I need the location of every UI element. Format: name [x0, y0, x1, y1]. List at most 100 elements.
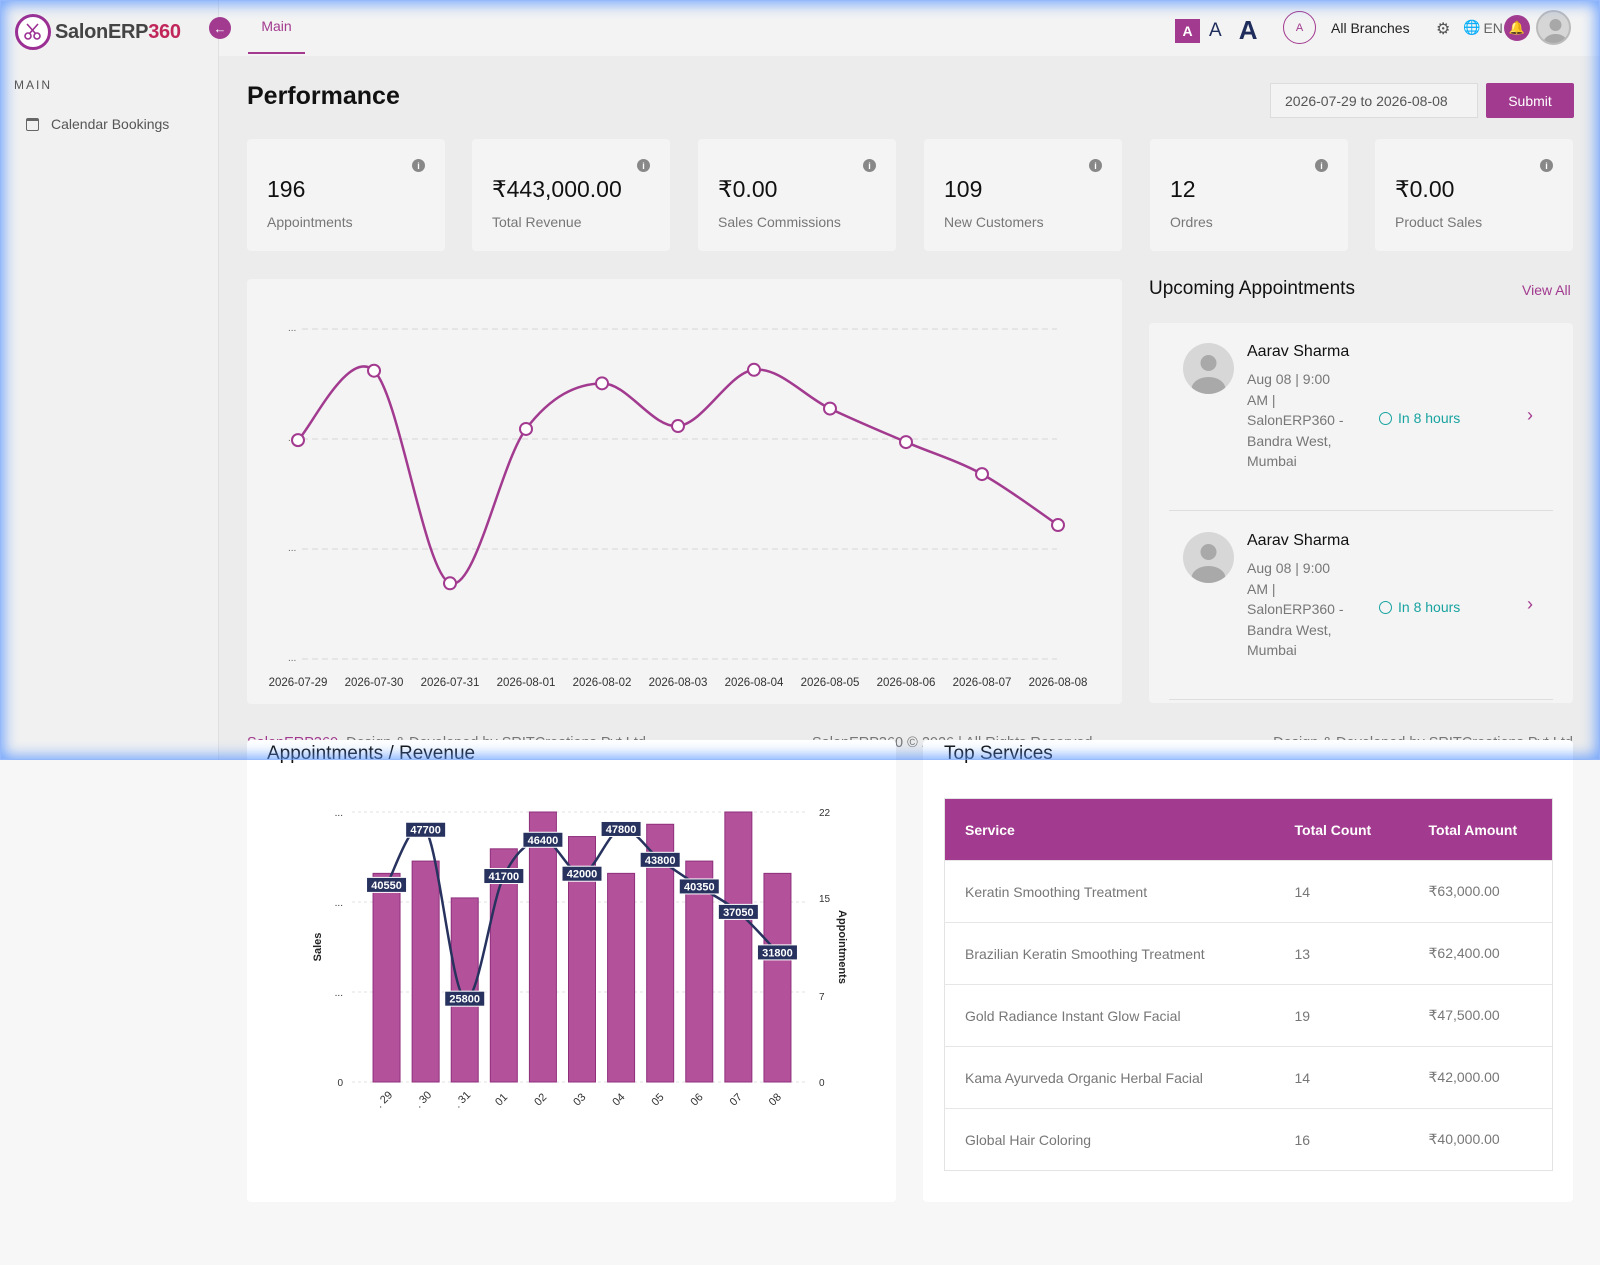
gear-icon[interactable]: ⚙ — [1436, 21, 1451, 38]
info-icon[interactable]: i — [863, 159, 876, 172]
x-tick-label: 06 — [689, 1091, 706, 1108]
column-header-total-count: Total Count — [1274, 798, 1409, 861]
y-tick-label: ... — [288, 543, 296, 554]
data-label-box — [678, 878, 720, 895]
font-size-large-button[interactable]: A — [1238, 15, 1258, 45]
x-tick-label: 2026-07-29 — [269, 677, 328, 689]
appointments-revenue-card: Appointments / Revenue 0......... 0 7 15 22 S… — [247, 740, 896, 1202]
stat-label: Sales Commissions — [718, 214, 841, 230]
data-label-box — [600, 820, 642, 837]
stat-card-appointments: i 196 Appointments — [247, 139, 445, 251]
branch-avatar[interactable]: A — [1283, 11, 1316, 44]
bar — [528, 811, 557, 1083]
x-tick-label: 08 — [767, 1091, 784, 1108]
data-label: 37050 — [723, 907, 754, 919]
appointment-eta: In 8 hours — [1379, 410, 1460, 426]
divider — [1169, 510, 1553, 511]
user-avatar[interactable] — [1536, 10, 1571, 45]
scissors-logo-icon — [15, 14, 51, 50]
stat-label: Total Revenue — [492, 214, 582, 230]
service-name: Brazilian Keratin Smoothing Treatment — [944, 922, 1275, 985]
data-label: 40550 — [371, 880, 402, 892]
y-tick-label: ... — [335, 808, 343, 819]
appointment-item[interactable]: Aarav Sharma Aug 08 | 9:00 AM | SalonERP… — [1169, 512, 1553, 700]
data-point — [671, 419, 685, 434]
y2-tick-label: 15 — [819, 894, 831, 905]
sidebar-section-title: MAIN — [14, 78, 52, 92]
y2-tick-label: 22 — [819, 808, 831, 819]
appointment-eta: In 8 hours — [1379, 599, 1460, 615]
upcoming-appointments-list: Aarav Sharma Aug 08 | 9:00 AM | SalonERP… — [1149, 323, 1573, 703]
stat-value: ₹0.00 — [1395, 176, 1455, 202]
tab-main[interactable]: Main — [248, 0, 305, 54]
divider — [1169, 699, 1553, 700]
page-title: Performance — [247, 82, 400, 110]
appointment-client-name: Aarav Sharma — [1247, 343, 1350, 360]
calendar-icon — [26, 117, 39, 131]
table-header-row: Service Total Count Total Amount — [944, 798, 1553, 861]
series-line — [297, 365, 1059, 585]
language-selector[interactable]: 🌐 EN — [1463, 19, 1503, 36]
data-label: 31800 — [762, 947, 793, 959]
submit-button[interactable]: Submit — [1486, 83, 1574, 118]
column-header-service: Service — [944, 798, 1275, 861]
data-point — [443, 576, 457, 591]
x-tick-label: 2026-08-02 — [573, 677, 632, 689]
date-range-input[interactable]: 2026-07-29 to 2026-08-08 — [1270, 83, 1478, 118]
data-point — [291, 433, 305, 448]
y-tick-label: ... — [288, 653, 296, 664]
data-label: 25800 — [449, 994, 480, 1006]
data-point — [899, 435, 913, 450]
x-tick-label: 2026-08-03 — [649, 677, 708, 689]
service-name: Gold Radiance Instant Glow Facial — [944, 984, 1275, 1047]
stat-value: ₹443,000.00 — [492, 176, 622, 202]
stat-value: 12 — [1170, 176, 1196, 202]
logo[interactable]: SalonERP360 — [15, 14, 181, 50]
font-size-small-button[interactable]: A — [1175, 18, 1200, 43]
appointment-details: Aug 08 | 9:00 AM | SalonERP360 - Bandra … — [1247, 560, 1344, 658]
data-label: 47800 — [606, 824, 637, 836]
info-icon[interactable]: i — [412, 159, 425, 172]
x-tick-label: 02 — [532, 1091, 549, 1108]
info-icon[interactable]: i — [637, 159, 650, 172]
chevron-right-icon[interactable]: › — [1527, 594, 1533, 614]
font-size-medium-button[interactable]: A — [1209, 19, 1222, 41]
sidebar-item-calendar-bookings[interactable]: Calendar Bookings — [26, 116, 169, 132]
appointment-item[interactable]: Aarav Sharma Aug 08 | 9:00 AM | SalonERP… — [1169, 323, 1553, 511]
data-point — [975, 467, 989, 482]
x-tick-label: 04 — [610, 1091, 627, 1108]
info-icon[interactable]: i — [1089, 159, 1102, 172]
appointment-client-name: Aarav Sharma — [1247, 532, 1350, 549]
appointment-eta-label: In 8 hours — [1398, 599, 1461, 615]
data-label: 40350 — [684, 881, 715, 893]
info-icon[interactable]: i — [1315, 159, 1328, 172]
service-amount: ₹40,000.00 — [1408, 1108, 1553, 1171]
avatar — [1183, 343, 1234, 394]
x-tick-label: 2026-08-04 — [725, 677, 784, 689]
data-point — [519, 421, 533, 436]
y-tick-label: ... — [335, 898, 343, 909]
avatar — [1183, 532, 1234, 583]
x-tick-label: . 29 — [374, 1089, 395, 1110]
x-tick-label: 2026-08-07 — [953, 677, 1012, 689]
x-tick-label: 05 — [649, 1091, 666, 1108]
bell-icon[interactable]: 🔔 — [1504, 15, 1530, 41]
chevron-right-icon[interactable]: › — [1527, 405, 1533, 425]
collapse-sidebar-button[interactable]: ← — [209, 17, 231, 39]
bar — [724, 811, 753, 1083]
branch-selector[interactable]: All Branches — [1331, 20, 1410, 36]
bar — [372, 872, 401, 1083]
view-all-link[interactable]: View All — [1522, 282, 1571, 298]
table-row: Global Hair Coloring 16 ₹40,000.00 — [944, 1108, 1553, 1171]
bar — [489, 848, 518, 1083]
stat-value: 109 — [944, 176, 983, 202]
y2-tick-label: 7 — [819, 992, 825, 1003]
bar — [607, 872, 636, 1083]
service-count: 19 — [1274, 984, 1409, 1047]
data-label-box — [405, 821, 447, 838]
info-icon[interactable]: i — [1540, 159, 1553, 172]
data-label: 43800 — [645, 855, 676, 867]
clock-icon — [1379, 411, 1392, 425]
data-label-box — [483, 868, 525, 885]
data-label-box — [561, 865, 603, 882]
